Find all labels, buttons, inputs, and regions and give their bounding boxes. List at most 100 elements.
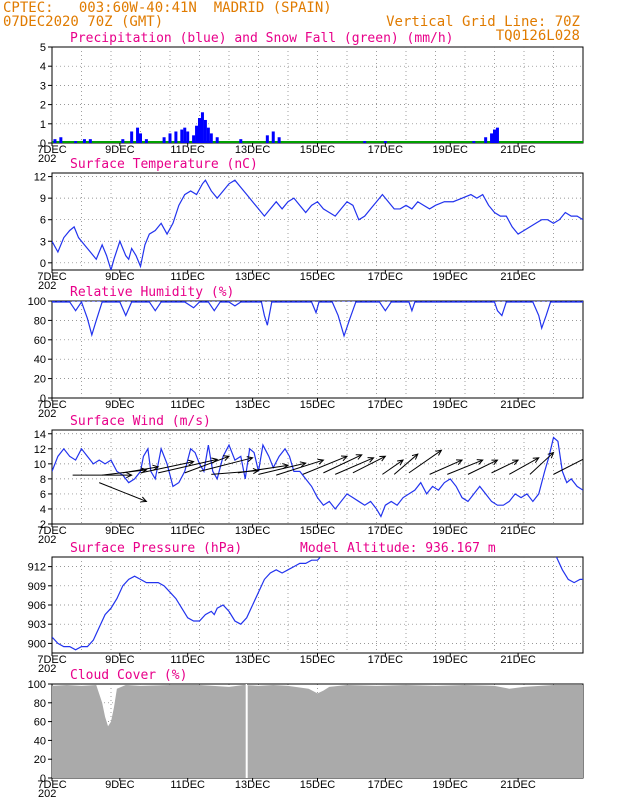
y-tick-label: 1 xyxy=(40,119,46,131)
x-tick-label: 9DEC xyxy=(105,144,134,156)
series-line xyxy=(52,179,583,270)
x-year-label: 202 xyxy=(38,663,56,675)
y-tick-label: 100 xyxy=(28,679,46,691)
x-tick-label: 11DEC xyxy=(170,144,205,156)
x-tick-label: 7DEC xyxy=(37,144,66,156)
wind-arrow-shaft xyxy=(276,459,324,476)
precip-bar xyxy=(130,131,134,143)
wind-arrow-shaft xyxy=(429,459,463,475)
precip-bar xyxy=(203,119,207,143)
y-tick-label: 0 xyxy=(40,393,46,405)
panel-title: Surface Wind (m/s) xyxy=(70,414,211,429)
precip-bar xyxy=(495,127,499,143)
wind-arrow-shaft xyxy=(158,458,218,474)
header-line2-left: 07DEC2020 70Z (GMT) xyxy=(3,14,164,30)
series-line xyxy=(52,557,321,651)
x-tick-label: 11DEC xyxy=(170,654,205,666)
precip-bar xyxy=(363,141,367,143)
plot-area xyxy=(52,436,583,518)
panel-6: 0 20 40 60 80 100 7DEC 9DEC 11DEC 13DEC 15DEC 17DEC… xyxy=(28,668,584,800)
x-tick-label: 17DEC xyxy=(368,525,404,537)
series-line-tail xyxy=(555,557,583,584)
precip-bar xyxy=(186,131,190,143)
precip-bar xyxy=(206,127,210,143)
plot-area xyxy=(52,684,583,778)
y-tick-label: 4 xyxy=(40,504,46,516)
plot-area xyxy=(52,112,583,143)
wind-arrow-head xyxy=(435,449,443,456)
wind-arrow-shaft xyxy=(408,449,442,474)
precip-bar xyxy=(144,139,148,143)
y-tick-label: 2 xyxy=(40,519,46,531)
precip-bar xyxy=(168,133,172,143)
x-tick-label: 19DEC xyxy=(433,779,469,791)
wind-arrow-shaft xyxy=(258,462,306,475)
x-tick-label: 7DEC xyxy=(37,654,66,666)
y-tick-label: 8 xyxy=(40,474,46,486)
y-tick-label: 12 xyxy=(34,444,46,456)
header-line2-right: Vertical Grid Line: 70Z xyxy=(386,14,580,30)
precip-bar xyxy=(74,141,78,143)
y-tick-label: 10 xyxy=(34,459,46,471)
x-tick-label: 11DEC xyxy=(170,525,205,537)
x-tick-label: 15DEC xyxy=(300,779,336,791)
x-tick-label: 7DEC xyxy=(37,779,66,791)
precip-bar xyxy=(277,137,281,143)
wind-arrow-shaft xyxy=(335,457,374,475)
precip-bar xyxy=(82,139,86,143)
x-tick-label: 19DEC xyxy=(433,271,469,283)
y-tick-label: 2 xyxy=(40,100,46,112)
x-tick-label: 15DEC xyxy=(300,144,336,156)
x-year-label: 202 xyxy=(38,153,56,165)
x-year-label: 202 xyxy=(38,408,56,420)
wind-arrow-shaft xyxy=(184,455,230,474)
x-tick-label: 11DEC xyxy=(170,399,205,411)
x-tick-label: 15DEC xyxy=(300,654,336,666)
cloud-cover-area xyxy=(52,684,583,778)
x-tick-label: 21DEC xyxy=(500,525,536,537)
wind-arrow-shaft xyxy=(237,464,289,474)
precip-bar xyxy=(53,139,57,143)
x-tick-label: 21DEC xyxy=(500,779,536,791)
x-tick-label: 13DEC xyxy=(235,144,271,156)
panel-5: 900 903 906 909 912 7DEC 9DEC 11DEC 13DEC 15DEC 17… xyxy=(28,541,584,675)
wind-arrow-shaft xyxy=(553,458,583,475)
wind-arrow-head xyxy=(252,467,260,475)
wind-arrow-head xyxy=(152,464,160,471)
x-tick-label: 9DEC xyxy=(105,271,134,283)
wind-arrow-head xyxy=(187,459,195,466)
x-tick-label: 13DEC xyxy=(235,654,271,666)
precip-bar xyxy=(195,125,199,143)
precip-bar xyxy=(88,139,92,143)
y-tick-label: 909 xyxy=(28,581,46,593)
x-tick-label: 13DEC xyxy=(235,399,271,411)
wind-arrow-head xyxy=(532,457,540,464)
panel-title: Relative Humidity (%) xyxy=(70,285,234,300)
y-tick-label: 3 xyxy=(40,80,46,92)
precip-bar xyxy=(162,137,166,143)
panel-annotation: Model Altitude: 936.167 m xyxy=(300,541,496,556)
precip-bar xyxy=(239,139,243,143)
x-tick-label: 11DEC xyxy=(170,779,205,791)
wind-arrow-shaft xyxy=(491,459,519,474)
precip-bar xyxy=(59,137,63,143)
series-line xyxy=(52,436,583,518)
x-year-label: 202 xyxy=(38,788,56,800)
precip-bar xyxy=(265,135,269,143)
x-tick-label: 21DEC xyxy=(500,654,536,666)
y-tick-label: 9 xyxy=(40,193,46,205)
wind-arrow-shaft xyxy=(122,466,159,474)
precip-bar xyxy=(192,135,196,143)
x-tick-label: 13DEC xyxy=(235,525,271,537)
wind-arrow-head xyxy=(512,459,520,466)
y-tick-label: 60 xyxy=(34,335,46,347)
wind-arrow-head xyxy=(476,459,484,465)
precip-bar xyxy=(209,133,213,143)
y-tick-label: 906 xyxy=(28,600,46,612)
panel-4: 2 4 6 8 10 12 14 7DEC 9DEC 11DEC 13DEC 15DEC 17DEC 19… xyxy=(34,414,584,546)
x-tick-label: 19DEC xyxy=(433,399,469,411)
y-tick-label: 20 xyxy=(34,754,46,766)
wind-arrow-head xyxy=(126,472,133,479)
precip-bar xyxy=(139,133,142,143)
y-tick-label: 12 xyxy=(34,172,46,184)
